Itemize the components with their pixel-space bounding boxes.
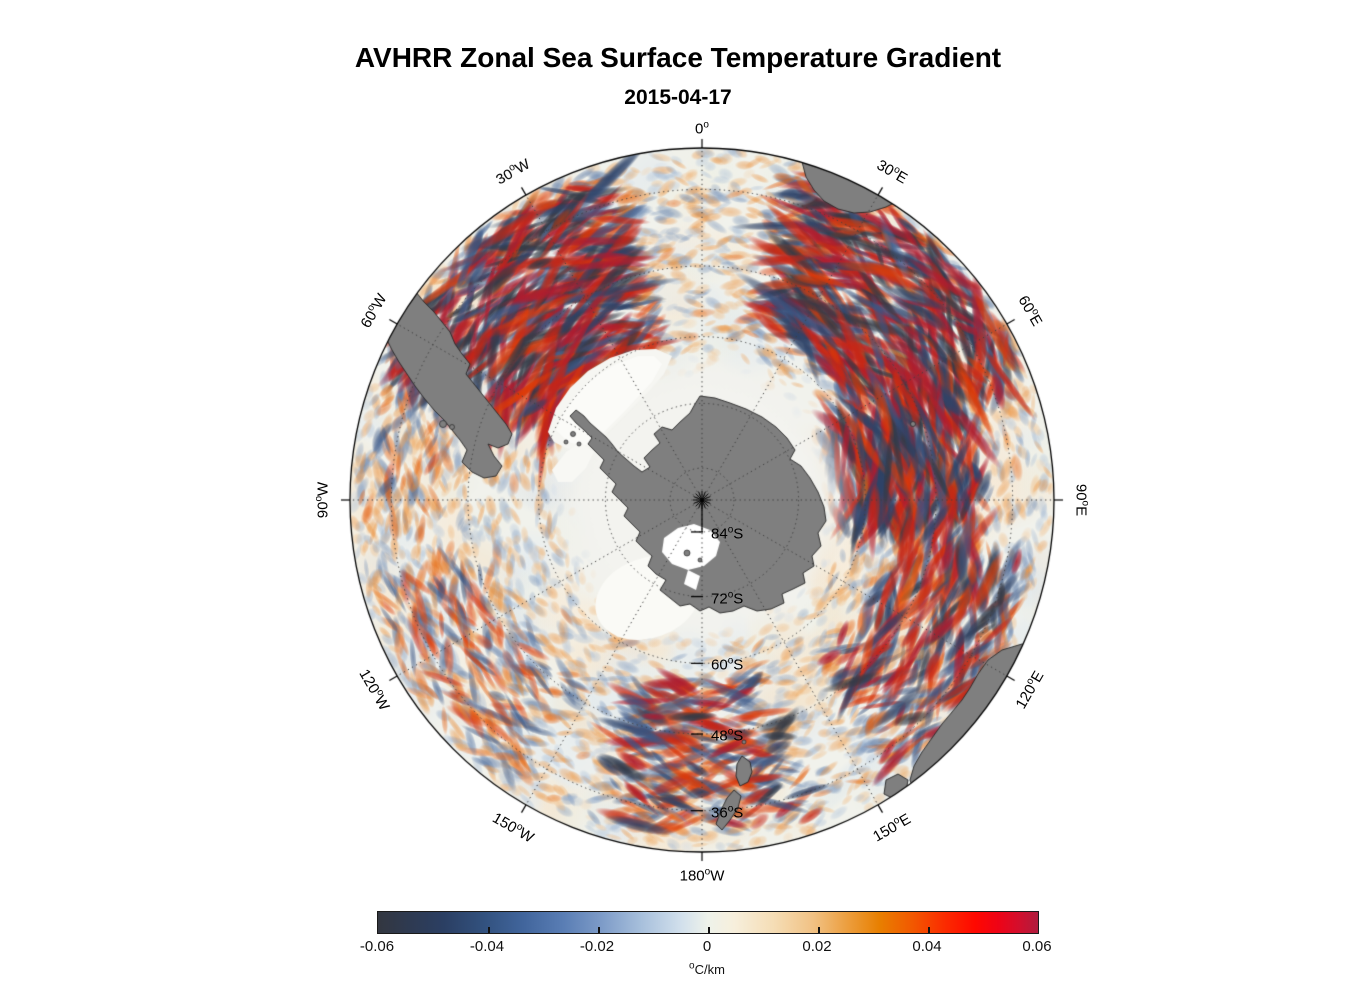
degree-sign: o [727, 524, 734, 536]
lon-label-90W: 90oW [313, 481, 332, 519]
degree-sign: o [364, 302, 378, 313]
colorbar-tick-0.02: 0.02 [802, 938, 832, 955]
colorbar-unit: oC/km [689, 960, 725, 977]
degree-sign: o [703, 119, 709, 131]
colorbar-notch [488, 927, 490, 933]
lat-label-48S: 48oS [711, 726, 744, 745]
lat-label-84S: 84oS [711, 524, 744, 543]
lat-label-72S: 72oS [711, 589, 744, 608]
degree-sign: o [727, 803, 734, 815]
colorbar-tick-0: 0 [702, 938, 712, 955]
degree-sign: o [689, 960, 695, 972]
lon-label-0: 0o [695, 119, 709, 138]
degree-sign: o [514, 821, 525, 834]
colorbar-gradient [377, 911, 1039, 934]
lat-label-36S: 36oS [711, 803, 744, 822]
degree-sign: o [506, 161, 517, 174]
colorbar-tick-0.06: 0.06 [1022, 938, 1052, 955]
degree-sign: o [1029, 306, 1042, 317]
degree-sign: o [313, 495, 325, 502]
colorbar-notch [598, 927, 600, 933]
colorbar-notch [818, 927, 820, 933]
lon-label-90E: 90oE [1072, 483, 1091, 517]
colorbar-tick--0.06: -0.06 [359, 938, 395, 955]
degree-sign: o [727, 726, 734, 738]
lon-label-180W: 180oW [679, 866, 725, 885]
colorbar-tick--0.04: -0.04 [469, 938, 505, 955]
figure-date: 2015-04-17 [624, 86, 732, 109]
degree-sign: o [1024, 675, 1037, 687]
degree-sign: o [727, 655, 734, 667]
degree-sign: o [890, 814, 902, 828]
degree-sign: o [891, 163, 902, 177]
degree-sign: o [704, 866, 711, 878]
degree-sign: o [373, 687, 387, 698]
colorbar-notch [708, 927, 710, 933]
degree-sign: o [1079, 500, 1091, 507]
lat-label-60S: 60oS [711, 655, 744, 674]
degree-sign: o [727, 589, 734, 601]
colorbar-tick--0.02: -0.02 [579, 938, 615, 955]
figure-title: AVHRR Zonal Sea Surface Temperature Grad… [354, 42, 1002, 73]
colorbar-notch [928, 927, 930, 933]
colorbar-tick-0.04: 0.04 [912, 938, 942, 955]
